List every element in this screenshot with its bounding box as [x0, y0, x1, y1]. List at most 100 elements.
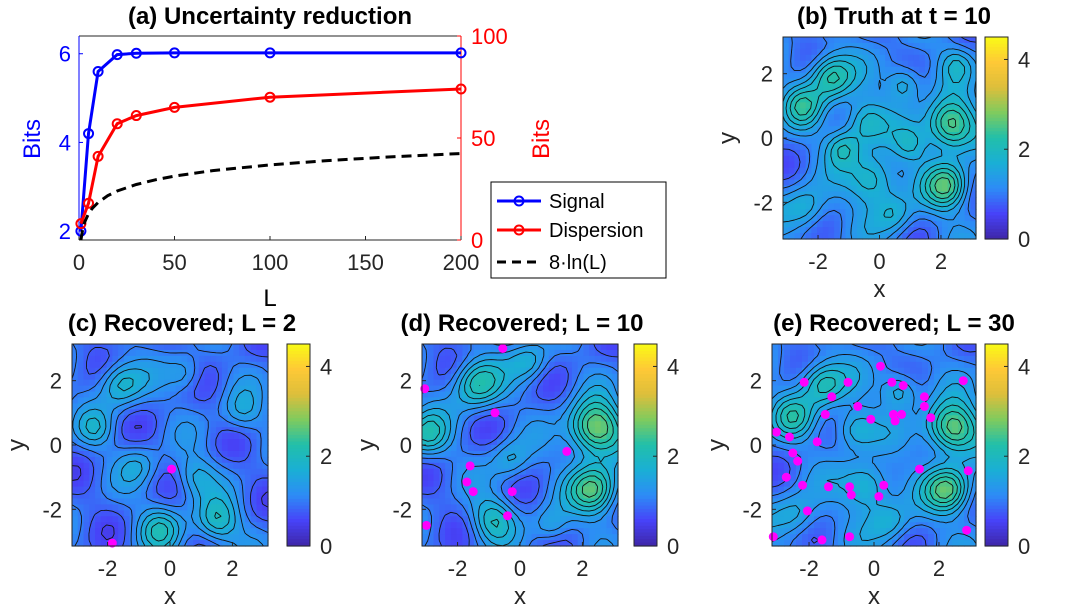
- field-cell: [450, 355, 458, 363]
- field-cell: [525, 468, 533, 476]
- field-cell: [964, 126, 971, 133]
- field-cell: [479, 373, 487, 381]
- field-cell: [77, 504, 85, 511]
- field-cell: [256, 403, 263, 410]
- field-cell: [826, 474, 833, 482]
- field-cell: [456, 456, 463, 464]
- field-cell: [811, 54, 818, 62]
- field-cell: [783, 161, 790, 169]
- field-cell: [193, 379, 200, 387]
- field-cell: [826, 516, 833, 523]
- field-cell: [851, 120, 858, 127]
- field-cell: [560, 528, 567, 535]
- field-cell: [817, 132, 824, 139]
- field-cell: [175, 403, 183, 410]
- field-cell: [72, 349, 79, 357]
- field-cell: [790, 439, 797, 446]
- field-cell: [879, 78, 886, 86]
- colorbar-step: [287, 458, 310, 463]
- field-cell: [856, 54, 864, 62]
- field-cell: [832, 534, 839, 541]
- field-cell: [221, 474, 229, 482]
- field-cell: [805, 138, 812, 145]
- field-cell: [868, 504, 875, 511]
- field-cell: [537, 462, 544, 470]
- field-cell: [193, 480, 200, 488]
- field-cell: [83, 516, 90, 523]
- field-cell: [600, 450, 608, 458]
- colorbar-step: [985, 201, 1008, 206]
- field-cell: [83, 456, 90, 464]
- field-cell: [72, 528, 79, 535]
- field-cell: [794, 84, 801, 92]
- field-cell: [427, 528, 435, 535]
- field-cell: [970, 197, 977, 204]
- field-cell: [902, 90, 909, 98]
- field-cell: [164, 468, 171, 476]
- field-cell: [784, 385, 791, 393]
- field-cell: [896, 227, 903, 234]
- field-cell: [953, 179, 960, 187]
- field-cell: [834, 114, 841, 121]
- field-cell: [439, 439, 446, 446]
- field-cell: [422, 480, 429, 488]
- field-cell: [808, 522, 815, 529]
- field-cell: [158, 474, 165, 482]
- field-cell: [250, 433, 258, 440]
- field-cell: [537, 427, 544, 434]
- field-cell: [181, 540, 188, 547]
- field-cell: [913, 173, 920, 181]
- field-cell: [873, 179, 881, 187]
- field-cell: [953, 149, 960, 157]
- field-cell: [922, 373, 929, 381]
- field-cell: [496, 433, 504, 440]
- field-cell: [970, 72, 977, 80]
- field-cell: [566, 361, 573, 369]
- field-cell: [808, 468, 815, 476]
- field-cell: [788, 221, 795, 228]
- field-cell: [554, 540, 561, 547]
- field-cell: [844, 433, 851, 440]
- field-cell: [896, 108, 903, 115]
- field-cell: [566, 492, 573, 500]
- field-cell: [862, 421, 869, 428]
- field-cell: [800, 102, 807, 109]
- field-cell: [468, 528, 475, 535]
- field-cell: [772, 367, 779, 375]
- field-cell: [175, 450, 183, 458]
- panel-c-ytick-label: -2: [42, 497, 62, 522]
- colorbar-step: [634, 407, 657, 412]
- field-cell: [508, 534, 515, 541]
- field-cell: [427, 540, 435, 547]
- field-cell: [924, 48, 932, 56]
- field-cell: [89, 540, 96, 547]
- field-cell: [439, 480, 446, 488]
- field-cell: [890, 72, 898, 80]
- field-cell: [577, 379, 585, 387]
- field-cell: [916, 355, 923, 363]
- field-cell: [856, 528, 863, 535]
- field-cell: [772, 397, 779, 405]
- colorbar-step: [287, 370, 310, 375]
- field-cell: [543, 367, 550, 375]
- field-cell: [838, 385, 845, 393]
- field-cell: [970, 108, 977, 115]
- field-cell: [462, 427, 469, 434]
- field-cell: [204, 456, 211, 464]
- panel-d-sample-point: [421, 520, 431, 530]
- field-cell: [537, 355, 544, 363]
- field-cell: [856, 391, 863, 399]
- field-cell: [922, 450, 929, 458]
- field-cell: [772, 445, 779, 452]
- panel-e-sample-point: [772, 427, 781, 437]
- field-cell: [83, 480, 90, 488]
- field-cell: [952, 403, 959, 410]
- field-cell: [175, 397, 183, 405]
- field-cell: [930, 78, 937, 86]
- series-marker-dispersion: [111, 118, 123, 130]
- field-cell: [922, 415, 929, 422]
- field-cell: [433, 403, 440, 410]
- field-cell: [907, 66, 915, 74]
- field-cell: [919, 114, 926, 121]
- colorbar-step: [634, 525, 657, 530]
